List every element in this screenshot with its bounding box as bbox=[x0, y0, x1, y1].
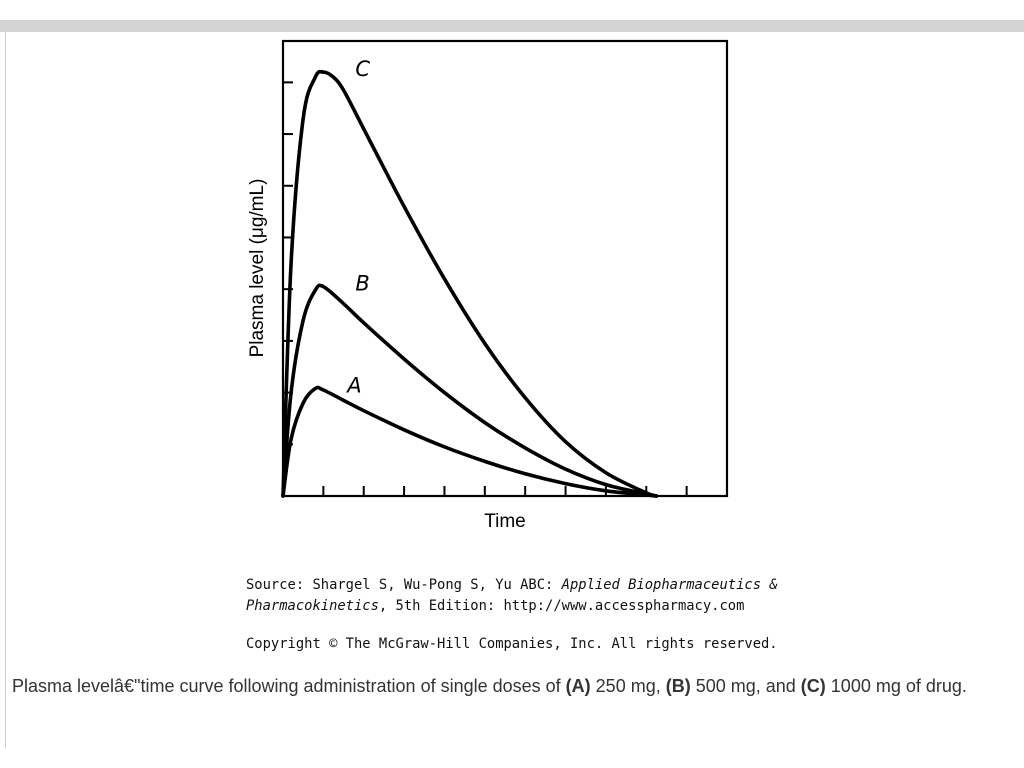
curve-label-b: B bbox=[355, 272, 369, 296]
source-prefix: Source: Shargel S, Wu-Pong S, Yu ABC: bbox=[246, 577, 562, 593]
plasma-level-chart: A B C Time Plasma level (μg/mL) bbox=[247, 39, 729, 532]
left-border-rule bbox=[5, 32, 6, 748]
figure-caption: Plasma levelâ€"time curve following admi… bbox=[12, 672, 1012, 701]
top-scroll-bar bbox=[0, 20, 1024, 32]
x-axis-label: Time bbox=[484, 511, 526, 532]
curve-label-a: A bbox=[345, 373, 361, 397]
book-title-part-2: Pharmacokinetics bbox=[246, 598, 379, 614]
plot-curves bbox=[281, 69, 659, 498]
source-line-1: Source: Shargel S, Wu-Pong S, Yu ABC: Ap… bbox=[246, 575, 846, 596]
caption-text-2: 250 mg, bbox=[590, 676, 666, 696]
source-citation: Source: Shargel S, Wu-Pong S, Yu ABC: Ap… bbox=[246, 575, 846, 617]
caption-tag-c: (C) bbox=[800, 676, 826, 696]
y-axis-label: Plasma level (μg/mL) bbox=[247, 179, 268, 358]
plot-frame bbox=[281, 39, 729, 498]
curve-label-c: C bbox=[355, 57, 370, 81]
curve-a bbox=[281, 385, 659, 498]
caption-text-3: 500 mg, and bbox=[690, 676, 801, 696]
caption-text-4: 1000 mg of drug. bbox=[825, 676, 967, 696]
caption-tag-b: (B) bbox=[665, 676, 691, 696]
caption-text-1: Plasma levelâ€"time curve following admi… bbox=[12, 676, 566, 696]
curve-b bbox=[281, 283, 659, 498]
source-line-2: Pharmacokinetics, 5th Edition: http://ww… bbox=[246, 596, 846, 617]
curve-c bbox=[281, 69, 659, 498]
caption-tag-a: (A) bbox=[565, 676, 591, 696]
source-suffix: , 5th Edition: http://www.accesspharmacy… bbox=[378, 598, 745, 614]
curve-labels: A B C bbox=[345, 57, 370, 397]
copyright-notice: Copyright © The McGraw-Hill Companies, I… bbox=[246, 636, 778, 652]
book-title-part-1: Applied Biopharmaceutics & bbox=[561, 577, 778, 593]
